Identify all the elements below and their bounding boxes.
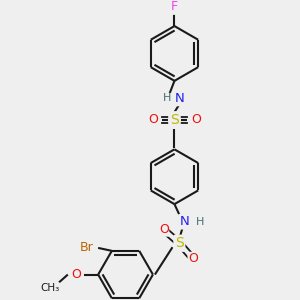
Text: S: S [170,113,179,127]
Text: O: O [188,252,198,266]
Text: O: O [72,268,82,281]
Text: O: O [191,113,201,127]
Text: S: S [170,113,179,127]
Text: O: O [159,223,169,236]
Text: Br: Br [80,242,93,254]
Text: H: H [162,94,171,103]
Text: O: O [191,113,201,127]
Text: S: S [175,236,184,250]
Text: O: O [148,113,158,127]
Text: N: N [175,92,184,105]
Text: N: N [179,215,189,228]
Text: CH₃: CH₃ [40,283,60,293]
Text: F: F [171,0,178,13]
Text: H: H [196,217,204,227]
Text: O: O [148,113,158,127]
